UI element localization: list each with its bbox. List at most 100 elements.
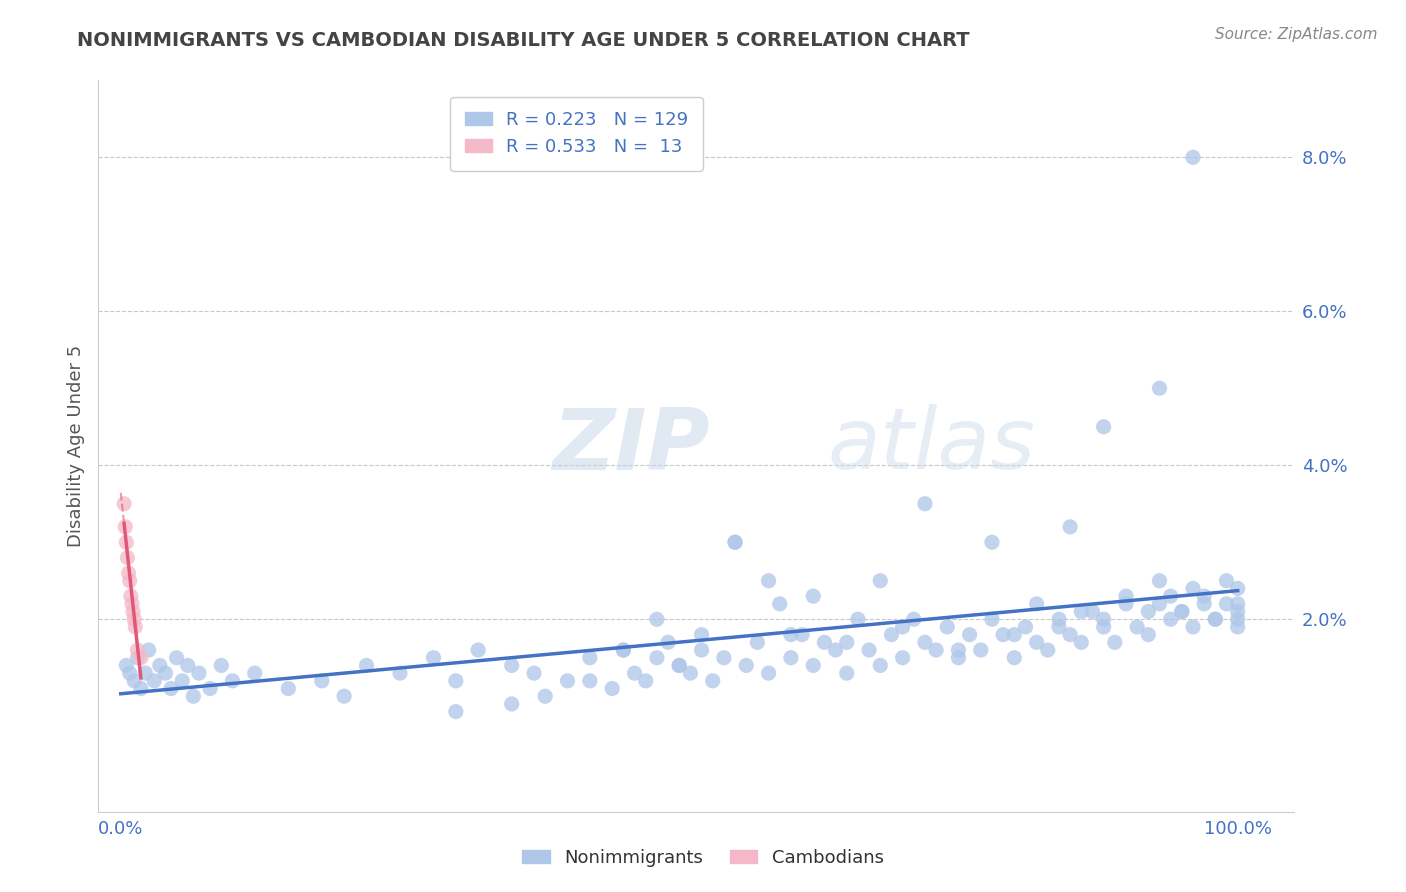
- Point: [1002, 627, 1025, 641]
- Point: [311, 673, 333, 688]
- Point: [243, 666, 266, 681]
- Point: [1137, 627, 1160, 641]
- Point: [579, 650, 602, 665]
- Text: ZIP: ZIP: [553, 404, 710, 488]
- Point: [1070, 635, 1092, 649]
- Point: [388, 666, 411, 681]
- Point: [713, 650, 735, 665]
- Point: [444, 705, 467, 719]
- Point: [422, 650, 444, 665]
- Point: [117, 550, 139, 565]
- Point: [149, 658, 172, 673]
- Point: [668, 658, 690, 673]
- Point: [1115, 589, 1137, 603]
- Point: [134, 666, 156, 681]
- Point: [1192, 597, 1215, 611]
- Point: [160, 681, 183, 696]
- Point: [657, 635, 679, 649]
- Point: [129, 650, 152, 665]
- Point: [724, 535, 747, 549]
- Point: [1160, 589, 1182, 603]
- Point: [124, 620, 146, 634]
- Point: [557, 673, 579, 688]
- Point: [1171, 605, 1194, 619]
- Point: [846, 612, 869, 626]
- Point: [948, 650, 970, 665]
- Point: [1149, 574, 1171, 588]
- Point: [1059, 520, 1081, 534]
- Point: [1115, 597, 1137, 611]
- Point: [1182, 150, 1205, 164]
- Point: [209, 658, 232, 673]
- Point: [1059, 627, 1081, 641]
- Point: [1047, 620, 1070, 634]
- Point: [1081, 605, 1104, 619]
- Point: [612, 643, 634, 657]
- Point: [1204, 612, 1226, 626]
- Point: [891, 620, 914, 634]
- Point: [600, 681, 623, 696]
- Point: [813, 635, 835, 649]
- Point: [501, 658, 523, 673]
- Point: [1226, 597, 1249, 611]
- Point: [523, 666, 546, 681]
- Point: [138, 643, 160, 657]
- Point: [690, 627, 713, 641]
- Point: [981, 535, 1004, 549]
- Point: [735, 658, 758, 673]
- Point: [534, 690, 557, 704]
- Point: [121, 597, 143, 611]
- Point: [122, 612, 145, 626]
- Point: [1182, 582, 1205, 596]
- Point: [679, 666, 702, 681]
- Point: [1226, 582, 1249, 596]
- Legend: R = 0.223   N = 129, R = 0.533   N =  13: R = 0.223 N = 129, R = 0.533 N = 13: [450, 96, 703, 170]
- Point: [122, 673, 145, 688]
- Point: [1025, 635, 1047, 649]
- Point: [1226, 620, 1249, 634]
- Point: [869, 658, 891, 673]
- Point: [177, 658, 200, 673]
- Point: [1070, 605, 1092, 619]
- Point: [1047, 612, 1070, 626]
- Point: [835, 666, 858, 681]
- Point: [769, 597, 792, 611]
- Point: [1182, 620, 1205, 634]
- Point: [925, 643, 948, 657]
- Point: [172, 673, 194, 688]
- Point: [1025, 597, 1047, 611]
- Point: [869, 574, 891, 588]
- Text: Source: ZipAtlas.com: Source: ZipAtlas.com: [1215, 27, 1378, 42]
- Point: [1226, 612, 1249, 626]
- Point: [790, 627, 813, 641]
- Point: [1014, 620, 1036, 634]
- Point: [112, 497, 135, 511]
- Point: [780, 627, 803, 641]
- Point: [444, 673, 467, 688]
- Point: [1036, 643, 1059, 657]
- Point: [690, 643, 713, 657]
- Point: [758, 666, 780, 681]
- Point: [198, 681, 221, 696]
- Point: [129, 681, 152, 696]
- Point: [970, 643, 993, 657]
- Point: [880, 627, 903, 641]
- Point: [1002, 650, 1025, 665]
- Point: [1192, 589, 1215, 603]
- Legend: Nonimmigrants, Cambodians: Nonimmigrants, Cambodians: [515, 842, 891, 874]
- Point: [981, 612, 1004, 626]
- Point: [1215, 597, 1237, 611]
- Point: [702, 673, 724, 688]
- Point: [1149, 381, 1171, 395]
- Point: [903, 612, 925, 626]
- Point: [143, 673, 166, 688]
- Point: [1149, 597, 1171, 611]
- Point: [127, 643, 149, 657]
- Point: [668, 658, 690, 673]
- Point: [780, 650, 803, 665]
- Text: atlas: atlas: [827, 404, 1035, 488]
- Point: [1092, 620, 1115, 634]
- Point: [835, 635, 858, 649]
- Point: [914, 497, 936, 511]
- Point: [959, 627, 981, 641]
